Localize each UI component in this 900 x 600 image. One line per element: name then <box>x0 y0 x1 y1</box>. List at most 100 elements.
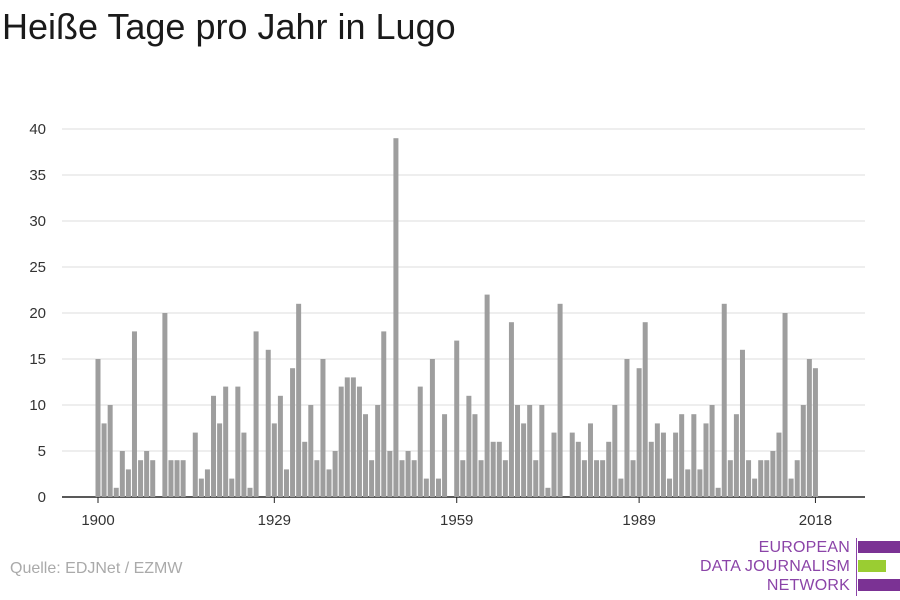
bar-1913 <box>174 460 180 497</box>
bar-1965 <box>490 441 496 497</box>
y-tick-label: 20 <box>29 305 46 322</box>
y-axis-ticks: 0 5 10 15 20 25 30 35 40 <box>29 121 46 506</box>
bar-1948 <box>387 451 393 497</box>
bar-1933 <box>296 303 302 497</box>
bar-1951 <box>405 451 411 497</box>
bar-1905 <box>125 469 131 497</box>
bar-2013 <box>782 313 788 497</box>
logo-block-purple-top <box>858 541 900 553</box>
logo-block-green <box>858 560 886 572</box>
x-axis-ticks: 1900 1929 1959 1989 2018 <box>81 497 832 529</box>
bar-1942 <box>350 377 356 497</box>
bar-1995 <box>673 432 679 497</box>
bar-2016 <box>800 405 806 497</box>
logo-line-2: DATA JOURNALISM <box>700 558 850 575</box>
bar-1935 <box>308 405 314 497</box>
bar-1985 <box>612 405 618 497</box>
bar-1966 <box>496 441 502 497</box>
bar-1944 <box>363 414 369 497</box>
bar-2000 <box>703 423 709 497</box>
bar-1988 <box>630 460 636 497</box>
bar-1973 <box>539 405 545 497</box>
bars <box>95 138 818 497</box>
bar-1978 <box>569 432 575 497</box>
y-tick-label: 40 <box>29 121 46 138</box>
bar-1970 <box>521 423 527 497</box>
logo-line-3: NETWORK <box>766 577 850 594</box>
bar-1929 <box>271 423 277 497</box>
bar-1994 <box>667 478 673 497</box>
bar-1924 <box>241 432 247 497</box>
bar-1928 <box>265 349 271 497</box>
bar-1947 <box>381 331 387 497</box>
bar-1992 <box>654 423 660 497</box>
bar-1993 <box>660 432 666 497</box>
bar-1919 <box>211 395 217 497</box>
bar-1980 <box>581 460 587 497</box>
bar-1967 <box>502 460 508 497</box>
bar-1901 <box>101 423 107 497</box>
bar-1917 <box>198 478 204 497</box>
bar-1938 <box>326 469 332 497</box>
bar-1908 <box>144 451 150 497</box>
logo-block-purple-bottom <box>858 579 900 591</box>
logo-divider <box>856 538 857 596</box>
bar-1934 <box>302 441 308 497</box>
y-tick-label: 15 <box>29 351 46 368</box>
bar-2011 <box>770 451 776 497</box>
bar-1990 <box>642 322 648 497</box>
bar-1912 <box>168 460 174 497</box>
source-note: Quelle: EDJNet / EZMW <box>10 560 183 577</box>
y-tick-label: 10 <box>29 397 46 414</box>
y-tick-label: 35 <box>29 167 46 184</box>
bar-1932 <box>290 368 296 497</box>
bar-2006 <box>739 349 745 497</box>
bar-1963 <box>478 460 484 497</box>
bar-2009 <box>758 460 764 497</box>
bar-1931 <box>283 469 289 497</box>
bar-2010 <box>764 460 770 497</box>
edjnet-logo: EUROPEAN DATA JOURNALISM NETWORK <box>700 538 900 596</box>
bar-2014 <box>788 478 794 497</box>
bar-1909 <box>150 460 156 497</box>
bar-1907 <box>138 460 144 497</box>
bar-1943 <box>356 386 362 497</box>
bar-1964 <box>484 294 490 497</box>
y-tick-label: 0 <box>38 489 46 506</box>
bar-1916 <box>192 432 198 497</box>
bar-2003 <box>721 303 727 497</box>
chart-title: Heiße Tage pro Jahr in Lugo <box>2 6 456 47</box>
bar-1996 <box>679 414 685 497</box>
y-tick-label: 30 <box>29 213 46 230</box>
bar-1930 <box>277 395 283 497</box>
bar-1946 <box>375 405 381 497</box>
x-tick-label: 1989 <box>622 512 655 529</box>
bar-1997 <box>685 469 691 497</box>
bar-1957 <box>442 414 448 497</box>
bar-1925 <box>247 487 253 497</box>
bar-1955 <box>429 359 435 497</box>
bar-2017 <box>806 359 812 497</box>
bar-1979 <box>575 441 581 497</box>
bar-1986 <box>618 478 624 497</box>
bar-1982 <box>594 460 600 497</box>
bar-1945 <box>369 460 375 497</box>
bar-1940 <box>338 386 344 497</box>
bar-2002 <box>715 487 721 497</box>
bar-1968 <box>508 322 514 497</box>
bar-1991 <box>648 441 654 497</box>
bar-1918 <box>204 469 210 497</box>
bar-1998 <box>691 414 697 497</box>
bar-1922 <box>229 478 235 497</box>
bar-1920 <box>217 423 223 497</box>
bar-1911 <box>162 313 168 497</box>
bar-1900 <box>95 359 101 497</box>
bar-2008 <box>752 478 758 497</box>
bar-1941 <box>344 377 350 497</box>
bar-1939 <box>332 451 338 497</box>
bar-1921 <box>223 386 229 497</box>
bar-1987 <box>624 359 630 497</box>
bar-1981 <box>587 423 593 497</box>
bar-1962 <box>472 414 478 497</box>
